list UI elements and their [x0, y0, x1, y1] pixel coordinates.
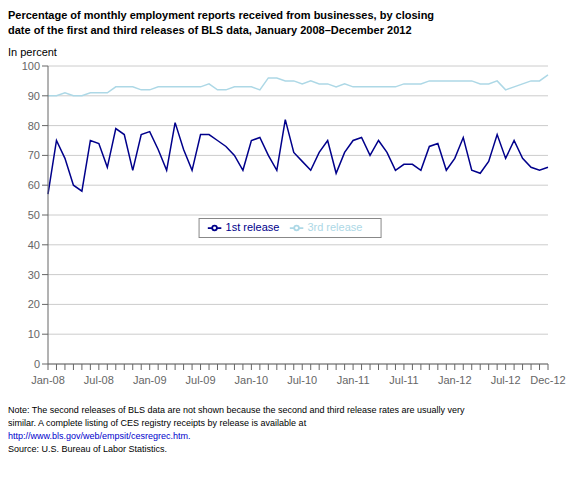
svg-text:Jul-12: Jul-12	[491, 374, 521, 386]
html-text:In percent: In percent	[8, 46, 57, 58]
svg-text:Jan-11: Jan-11	[337, 374, 370, 386]
html-text:http://www.bls.gov/web/empsit/: http://www.bls.gov/web/empsit/cesregrec.…	[8, 431, 191, 441]
svg-text:Dec-12: Dec-12	[530, 374, 565, 386]
html-text:Percentage of monthly employme: Percentage of monthly employment reports…	[8, 9, 435, 21]
svg-text:100: 100	[22, 60, 40, 72]
html-text:3rd release: 3rd release	[307, 221, 363, 233]
svg-text:10: 10	[28, 328, 40, 340]
html-text:Source: U.S. Bureau of Labor S: Source: U.S. Bureau of Labor Statistics.	[8, 444, 168, 454]
html-text:Note: The second releases of B: Note: The second releases of BLS data ar…	[8, 405, 465, 415]
svg-text:60: 60	[28, 179, 40, 191]
html-text:1st release: 1st release	[225, 221, 280, 233]
svg-text:Jul-10: Jul-10	[287, 374, 317, 386]
svg-text:50: 50	[28, 209, 40, 221]
html-text:similar. A complete listing of: similar. A complete listing of CES regis…	[8, 418, 307, 428]
html-text:date of the first and third re: date of the first and third releases of …	[8, 24, 412, 36]
svg-text:Jan-10: Jan-10	[235, 374, 269, 386]
svg-text:Jul-11: Jul-11	[389, 374, 418, 386]
svg-text:Jan-12: Jan-12	[438, 374, 472, 386]
svg-text:90: 90	[28, 90, 40, 102]
svg-text:30: 30	[28, 269, 40, 281]
svg-text:80: 80	[28, 120, 40, 132]
svg-text:0: 0	[34, 358, 40, 370]
svg-text:Jan-08: Jan-08	[31, 374, 65, 386]
svg-text:Jul-08: Jul-08	[84, 374, 114, 386]
svg-text:40: 40	[28, 239, 40, 251]
svg-text:Jul-09: Jul-09	[186, 374, 216, 386]
svg-text:20: 20	[28, 298, 40, 310]
svg-text:Jan-09: Jan-09	[133, 374, 167, 386]
svg-text:70: 70	[28, 149, 40, 161]
